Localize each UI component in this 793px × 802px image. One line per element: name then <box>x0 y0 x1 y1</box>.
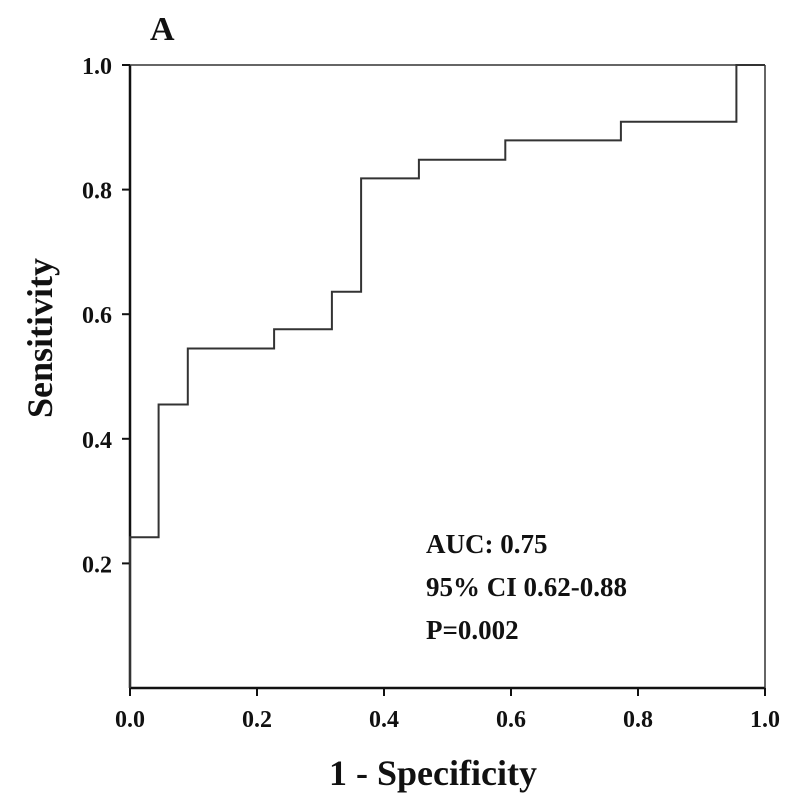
y-tick-label: 0.6 <box>82 303 112 329</box>
y-tick-label: 0.2 <box>82 552 112 578</box>
panel-label: A <box>150 11 175 48</box>
annotation-box: AUC: 0.75 95% CI 0.62-0.88 P=0.002 <box>426 529 627 645</box>
y-tick-label: 0.8 <box>82 179 112 205</box>
y-axis-ticks: 0.2 0.4 0.6 0.8 1.0 <box>82 54 130 578</box>
y-axis-title: Sensitivity <box>20 258 60 418</box>
x-tick-label: 0.6 <box>496 707 526 733</box>
x-tick-label: 1.0 <box>750 707 780 733</box>
annotation-auc: AUC: 0.75 <box>426 529 548 559</box>
x-axis-title: 1 - Specificity <box>329 753 537 793</box>
roc-curve <box>129 64 765 688</box>
x-tick-label: 0.2 <box>242 707 272 733</box>
y-tick-label: 1.0 <box>82 54 112 80</box>
x-tick-label: 0.0 <box>115 707 145 733</box>
annotation-p-value: P=0.002 <box>426 615 519 645</box>
annotation-ci: 95% CI 0.62-0.88 <box>426 572 627 602</box>
y-tick-label: 0.4 <box>82 428 112 454</box>
x-axis-ticks: 0.0 0.2 0.4 0.6 0.8 1.0 <box>115 688 780 733</box>
x-tick-label: 0.4 <box>369 707 399 733</box>
x-tick-label: 0.8 <box>623 707 653 733</box>
